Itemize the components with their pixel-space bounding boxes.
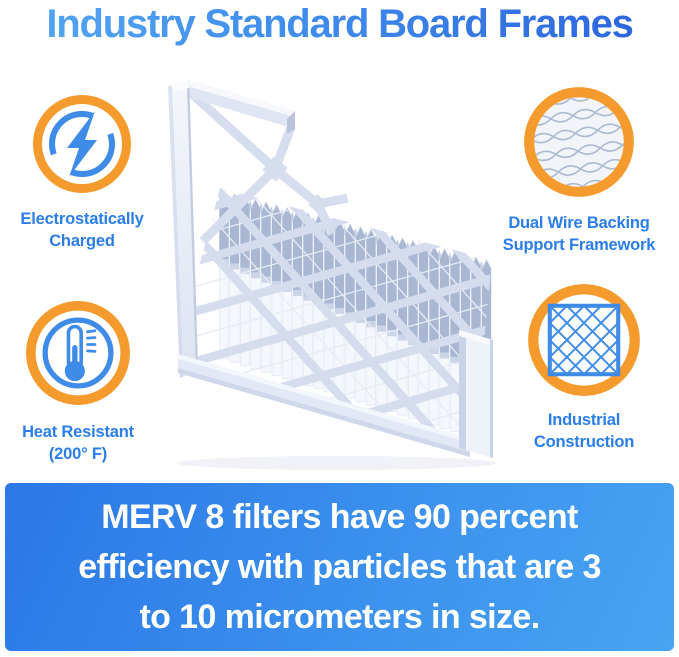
lattice-grid-icon: [528, 284, 640, 396]
banner-line: MERV 8 filters have 90 percent: [101, 498, 578, 536]
feature-label: Electrostatically Charged: [20, 210, 144, 251]
page-title: Industry Standard Board Frames: [0, 0, 679, 48]
product-image-air-filter: [168, 79, 497, 470]
merv-banner: MERV 8 filters have 90 percent efficienc…: [5, 483, 674, 651]
feature-label: Heat Resistant (200° F): [22, 423, 134, 464]
thermometer-icon: [26, 301, 130, 405]
banner-line: efficiency with particles that are 3: [78, 548, 601, 586]
feature-label: Industrial Construction: [533, 411, 635, 452]
banner-line: to 10 micrometers in size.: [139, 598, 540, 636]
feature-heat-resistant: Heat Resistant (200° F): [8, 300, 148, 465]
feature-dual-wire-backing: Dual Wire Backing Support Framework: [502, 86, 656, 256]
feature-industrial-construction: Industrial Construction: [509, 283, 659, 453]
lightning-bolt-icon: [33, 95, 131, 193]
wire-mesh-icon: [524, 87, 634, 197]
feature-electrostatically-charged: Electrostatically Charged: [8, 94, 156, 252]
feature-label: Dual Wire Backing Support Framework: [502, 214, 656, 255]
